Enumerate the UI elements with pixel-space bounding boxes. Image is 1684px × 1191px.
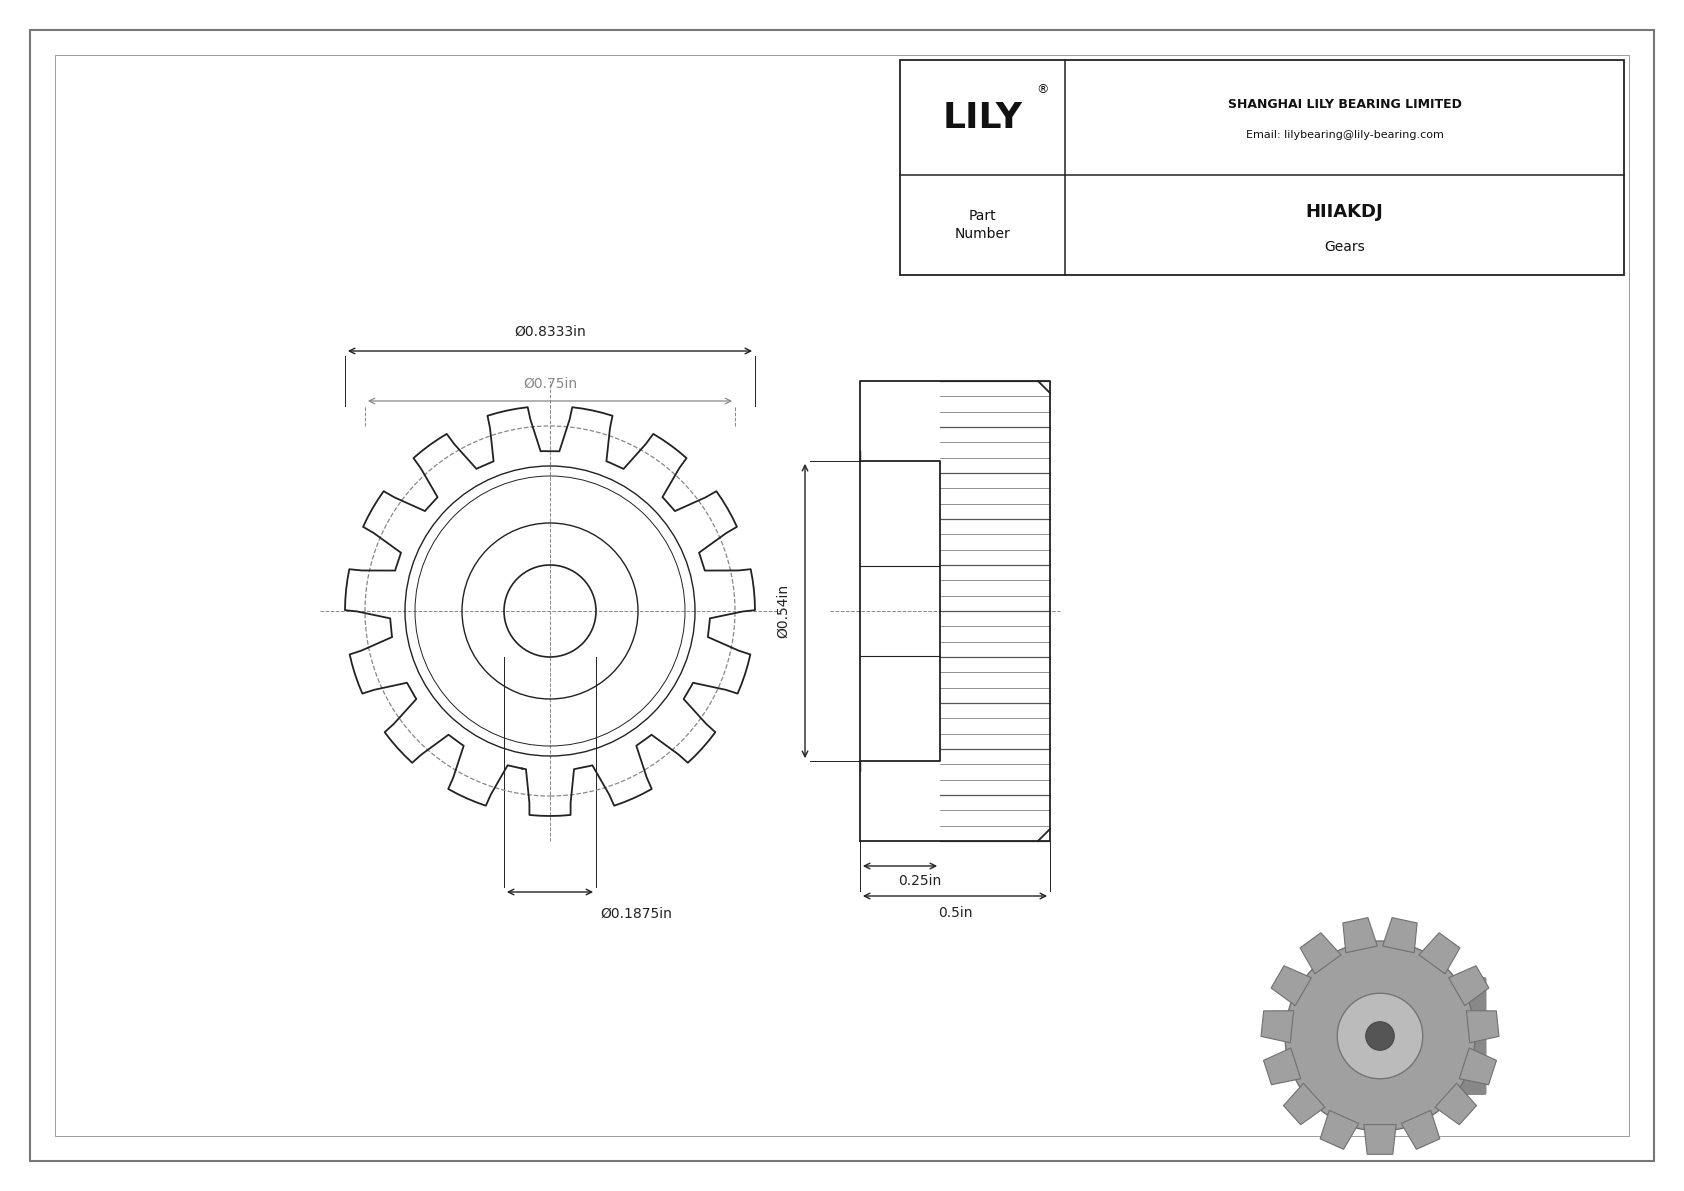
Polygon shape [1342, 917, 1378, 953]
Polygon shape [1320, 1110, 1359, 1149]
Circle shape [1285, 941, 1475, 1131]
Polygon shape [1460, 1048, 1497, 1085]
Polygon shape [1401, 1110, 1440, 1149]
Text: LILY: LILY [943, 100, 1022, 135]
Polygon shape [1435, 1084, 1477, 1124]
Polygon shape [1364, 1124, 1396, 1154]
Text: SHANGHAI LILY BEARING LIMITED: SHANGHAI LILY BEARING LIMITED [1228, 98, 1462, 111]
Text: Ø0.54in: Ø0.54in [776, 584, 790, 638]
Bar [899, 60, 1623, 275]
Text: Ø0.1875in: Ø0.1875in [600, 908, 672, 921]
Text: ®: ® [1036, 83, 1049, 96]
Text: Email: lilybearing@lily-bearing.com: Email: lilybearing@lily-bearing.com [1246, 131, 1443, 141]
Polygon shape [1300, 933, 1340, 974]
Text: 0.5in: 0.5in [938, 906, 972, 919]
FancyBboxPatch shape [1450, 977, 1487, 1095]
Circle shape [1366, 1022, 1394, 1050]
Polygon shape [1263, 1048, 1300, 1085]
Text: HIIAKDJ: HIIAKDJ [1305, 202, 1383, 222]
Text: 0.25in: 0.25in [898, 874, 941, 888]
Circle shape [1337, 993, 1423, 1079]
Text: Part
Number: Part Number [955, 208, 1010, 242]
Polygon shape [1271, 966, 1312, 1005]
Polygon shape [1448, 966, 1489, 1005]
Text: Gears: Gears [1324, 241, 1364, 254]
Polygon shape [1261, 1011, 1293, 1043]
Polygon shape [1383, 917, 1418, 953]
Text: Ø0.8333in: Ø0.8333in [514, 325, 586, 339]
Polygon shape [1283, 1084, 1325, 1124]
Text: Ø0.75in: Ø0.75in [524, 378, 578, 391]
Polygon shape [1420, 933, 1460, 974]
Polygon shape [1467, 1011, 1499, 1043]
